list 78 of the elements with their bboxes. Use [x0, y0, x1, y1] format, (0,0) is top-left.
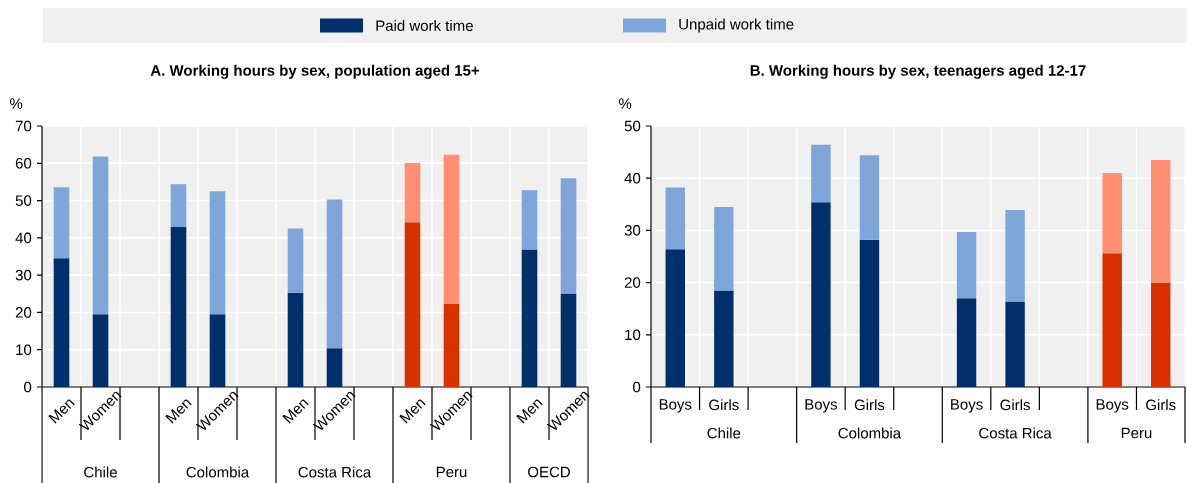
x-tick-label: Men: [516, 399, 543, 424]
bar: [714, 290, 734, 387]
y-axis-title: %: [619, 98, 632, 109]
x-tick-label: Men: [165, 399, 192, 424]
bar: [714, 206, 734, 291]
bar: [170, 227, 187, 387]
y-tick-label: 40: [15, 232, 32, 244]
bar: [859, 239, 880, 387]
bar: [404, 222, 421, 387]
bar: [92, 156, 109, 315]
x-tick-label: Men: [48, 399, 75, 424]
x-tick-label: Boys: [659, 399, 692, 413]
bar: [326, 348, 343, 387]
bar: [665, 187, 685, 250]
text: Costa Rica: [979, 427, 1052, 439]
text: Costa Rica: [298, 466, 372, 478]
text: OECD: [528, 466, 570, 478]
y-tick-label: 20: [624, 277, 641, 288]
y-tick-label: 0: [24, 381, 32, 393]
bar: [1005, 301, 1025, 387]
bar: [1005, 210, 1025, 302]
bar: [956, 231, 977, 299]
text: Peru: [436, 466, 467, 478]
bar: [811, 144, 831, 203]
y-tick-label: 60: [15, 157, 32, 169]
bar: [521, 190, 538, 250]
y-tick-label: 50: [15, 195, 32, 206]
bar: [1151, 159, 1171, 283]
x-tick-label: Girls: [1146, 399, 1176, 411]
bar: [1151, 282, 1171, 387]
y-tick-label: 20: [15, 307, 32, 318]
bar: [665, 249, 685, 387]
bar: [859, 155, 880, 240]
bar: [956, 298, 977, 387]
y-tick-label: 10: [16, 344, 32, 356]
bar: [53, 187, 70, 259]
text: Peru: [1121, 427, 1152, 439]
x-tick-label: Girls: [854, 399, 885, 411]
bar: [326, 199, 343, 349]
bar: [521, 249, 538, 387]
y-axis-title: %: [10, 98, 23, 109]
bar: [443, 303, 460, 387]
x-tick-label: Men: [399, 399, 426, 424]
bar: [560, 178, 577, 294]
bar: [404, 162, 421, 223]
x-tick-label: Men: [282, 399, 309, 424]
bar: [811, 202, 831, 387]
bar: [1102, 253, 1122, 387]
bar: [53, 258, 70, 387]
text: Colombia: [838, 427, 902, 439]
x-tick-label: Boys: [951, 399, 983, 413]
bar: [443, 154, 460, 304]
x-tick-label: Boys: [1096, 399, 1129, 413]
y-tick-label: 30: [15, 269, 32, 281]
bar: [1102, 172, 1122, 254]
bar: [560, 293, 577, 387]
y-tick-label: 30: [624, 225, 641, 236]
text: Chile: [707, 427, 741, 439]
bar: [287, 292, 304, 387]
bar: [170, 184, 187, 228]
chart-title: A. Working hours by sex, population aged 15+: [150, 64, 480, 79]
text: Colombia: [186, 466, 250, 478]
text: Chile: [84, 466, 117, 478]
legend-label: Paid work time: [376, 19, 473, 31]
y-tick-label: 40: [624, 172, 641, 184]
bar: [287, 228, 304, 293]
y-tick-label: 50: [624, 120, 641, 132]
x-tick-label: Boys: [805, 399, 838, 413]
bar: [92, 314, 109, 387]
x-tick-label: Girls: [709, 399, 739, 411]
x-tick-label: Girls: [1000, 399, 1030, 411]
bar: [209, 191, 226, 315]
chart-title: B. Working hours by sex, teenagers aged 12-17: [750, 64, 1086, 79]
legend-label: Unpaid work time: [679, 18, 794, 33]
bar: [209, 314, 226, 387]
y-tick-label: 10: [625, 329, 641, 341]
y-tick-label: 0: [633, 381, 641, 393]
y-tick-label: 70: [15, 120, 32, 132]
